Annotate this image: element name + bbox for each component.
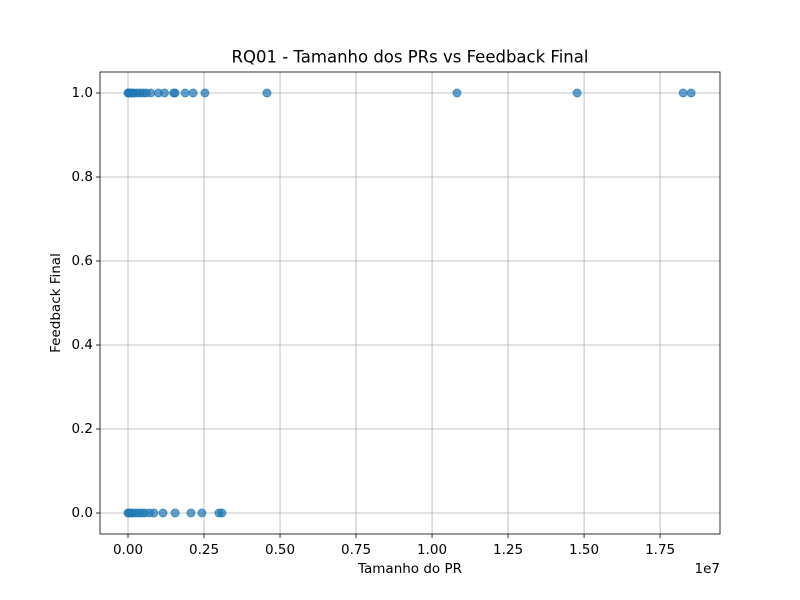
scatter-point [146,88,156,98]
scatter-point [188,88,198,98]
scatter-point [186,508,196,518]
scatter-point [217,508,227,518]
scatter-point [158,508,168,518]
scatter-point [159,88,169,98]
scatter-point [170,508,180,518]
scatter-point [262,88,272,98]
x-tick-label: 1.50 [569,542,599,558]
chart-title: RQ01 - Tamanho dos PRs vs Feedback Final [232,48,589,67]
y-tick-label: 0.8 [72,169,93,185]
y-tick-label: 0.4 [72,337,93,353]
scatter-point [180,88,190,98]
y-tick-label: 1.0 [72,85,93,101]
y-tick-label: 0.2 [72,421,93,437]
x-offset-label: 1e7 [695,561,720,577]
x-axis-label: Tamanho do PR [357,561,462,577]
scatter-point [686,88,696,98]
y-tick-label: 0.6 [72,253,93,269]
scatter-point [170,88,180,98]
marks [123,88,696,518]
axes-frame [99,71,721,535]
scatter-point [149,508,159,518]
scatter-point [678,88,688,98]
scatter-point [197,508,207,518]
y-axis-label: Feedback Final [48,253,64,353]
scatter-point [572,88,582,98]
x-tick-label: 0.50 [265,542,295,558]
x-tick-label: 0.25 [189,542,219,558]
y-tick-label: 0.0 [72,505,93,521]
scatter-point [452,88,462,98]
x-tick-label: 0.00 [113,542,143,558]
scatter-point [200,88,210,98]
x-tick-label: 0.75 [341,542,371,558]
x-tick-label: 1.25 [493,542,523,558]
x-tick-label: 1.75 [645,542,675,558]
x-tick-label: 1.00 [417,542,447,558]
